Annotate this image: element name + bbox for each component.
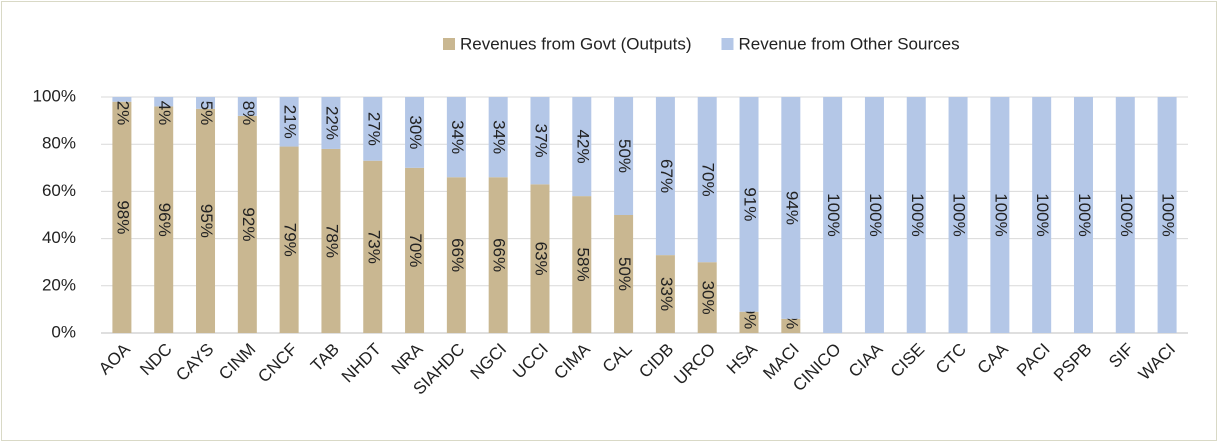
bar-segment — [154, 97, 174, 107]
value-label: 5% — [197, 101, 216, 126]
value-label: 79% — [281, 223, 300, 257]
value-label: 70% — [406, 233, 425, 267]
y-tick-label: 60% — [42, 181, 76, 200]
bar-segment — [321, 148, 341, 333]
bar-segment — [530, 184, 550, 333]
bar-segment — [237, 97, 257, 116]
value-label: 58% — [573, 248, 592, 282]
value-label: 100% — [1033, 193, 1052, 236]
value-label: 34% — [490, 120, 509, 154]
value-label: 100% — [908, 193, 927, 236]
bar-segment — [739, 311, 759, 333]
value-label: 100% — [1117, 193, 1136, 236]
bar-segment — [655, 255, 675, 333]
y-tick-label: 80% — [42, 134, 76, 153]
bar-segment — [196, 97, 216, 109]
value-label: 42% — [573, 130, 592, 164]
value-label: 73% — [364, 230, 383, 264]
value-label: 34% — [448, 120, 467, 154]
value-label: 50% — [615, 139, 634, 173]
bar-segment — [1032, 97, 1052, 333]
bar-segment — [279, 97, 299, 147]
bar-segment — [405, 167, 425, 333]
bar-segment — [655, 97, 675, 256]
bar-segment — [196, 108, 216, 333]
value-label: 63% — [531, 242, 550, 276]
value-label: 37% — [531, 124, 550, 158]
value-label: 33% — [657, 277, 676, 311]
value-label: 100% — [866, 193, 885, 236]
bar-segment — [279, 146, 299, 333]
value-label: 50% — [615, 257, 634, 291]
value-label: 94% — [782, 191, 801, 225]
value-label: 21% — [281, 105, 300, 139]
bar-segment — [488, 97, 508, 178]
bar-segment — [363, 160, 383, 333]
bar-segment — [321, 97, 341, 149]
value-label: 96% — [155, 203, 174, 237]
bar-segment — [781, 97, 801, 319]
value-label: 92% — [239, 207, 258, 241]
bar-segment — [1073, 97, 1093, 333]
value-label: 67% — [657, 159, 676, 193]
bar-segment — [823, 97, 843, 333]
bar-segment — [112, 97, 132, 102]
bar-segment — [112, 101, 132, 333]
y-tick-label: 40% — [42, 228, 76, 247]
value-label: 66% — [490, 238, 509, 272]
bar-segment — [864, 97, 884, 333]
value-label: 27% — [364, 112, 383, 146]
bar-segment — [405, 97, 425, 168]
value-label: 100% — [1159, 193, 1178, 236]
y-tick-label: 0% — [51, 322, 76, 341]
bar-segment — [488, 177, 508, 333]
value-label: 78% — [322, 224, 341, 258]
legend-swatch — [721, 38, 734, 50]
bar-segment — [1157, 97, 1177, 333]
bar-segment — [614, 215, 634, 333]
value-label: 91% — [741, 187, 760, 221]
value-label: 100% — [824, 193, 843, 236]
bar-segment — [906, 97, 926, 333]
value-label: 30% — [699, 281, 718, 315]
bar-segment — [614, 97, 634, 215]
legend-swatch — [443, 38, 455, 50]
value-label: 8% — [239, 101, 258, 126]
bar-segment — [237, 115, 257, 333]
bar-segment — [739, 97, 759, 312]
bar-segment — [154, 106, 174, 333]
bar-segment — [1115, 97, 1135, 333]
bar-segment — [363, 97, 383, 161]
value-label: 22% — [322, 106, 341, 140]
bar-segment — [697, 97, 717, 263]
legend-label: Revenues from Govt (Outputs) — [460, 34, 691, 53]
value-label: 30% — [406, 115, 425, 149]
bar-segment — [697, 262, 717, 333]
bar-segment — [572, 196, 592, 333]
value-label: 2% — [113, 101, 132, 126]
bar-segment — [446, 177, 466, 333]
value-label: 66% — [448, 238, 467, 272]
bar-segment — [446, 97, 466, 178]
bar-segment — [990, 97, 1010, 333]
value-label: 98% — [113, 200, 132, 234]
y-tick-label: 20% — [42, 275, 76, 294]
value-label: 95% — [197, 204, 216, 238]
bar-segment — [530, 97, 550, 185]
value-label: 100% — [991, 193, 1010, 236]
legend-label: Revenue from Other Sources — [738, 34, 959, 53]
value-label: 70% — [699, 163, 718, 197]
value-label: 4% — [155, 101, 174, 126]
bar-segment — [781, 318, 801, 333]
y-tick-label: 100% — [33, 86, 76, 105]
value-label: 100% — [950, 193, 969, 236]
bar-segment — [572, 97, 592, 197]
value-label: 100% — [1075, 193, 1094, 236]
bar-segment — [948, 97, 968, 333]
